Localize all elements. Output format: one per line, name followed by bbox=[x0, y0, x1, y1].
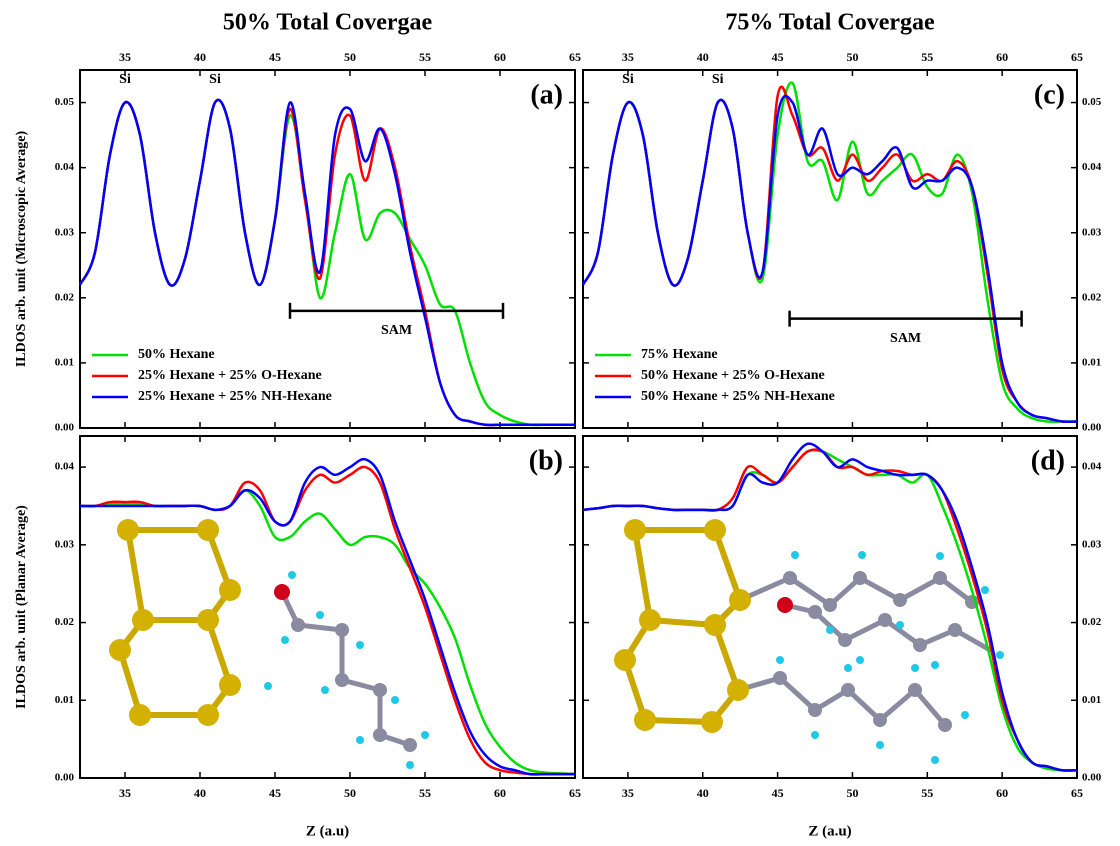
y-tick-label: 0.02 bbox=[1082, 291, 1102, 303]
y-tick-label: 0.03 bbox=[1082, 226, 1102, 238]
x-tick-label: 60 bbox=[494, 786, 506, 800]
x-tick-label: 55 bbox=[921, 786, 933, 800]
x-tick-label: 65 bbox=[569, 786, 581, 800]
figure: 50% Total Covergae 35 40 45 50 55 60 65 0.00 0.01… bbox=[0, 0, 1120, 846]
page: 50% Total Covergae 35 40 45 50 55 60 65 0.00 0.01… bbox=[0, 0, 1120, 846]
molecule-b bbox=[109, 519, 429, 769]
x-tick-label: 45 bbox=[269, 50, 281, 64]
x-tick-label: 35 bbox=[119, 786, 131, 800]
annotation: Si bbox=[622, 72, 634, 87]
panel-label: (b) bbox=[529, 445, 563, 476]
x-tick-label: 35 bbox=[622, 786, 634, 800]
y-tick-label: 0.04 bbox=[55, 461, 75, 473]
x-tick-label: 40 bbox=[194, 50, 206, 64]
x-tick-label: 65 bbox=[1071, 786, 1083, 800]
x-tick-label: 45 bbox=[772, 786, 784, 800]
legend-label: 50% Hexane + 25% NH-Hexane bbox=[641, 389, 835, 404]
y-tick-label: 0.00 bbox=[55, 772, 75, 784]
x-tick-label: 40 bbox=[194, 786, 206, 800]
x-axis-label: Z (a.u) bbox=[306, 823, 349, 839]
chart-title: 75% Total Covergae bbox=[725, 10, 935, 36]
x-tick-label: 45 bbox=[772, 50, 784, 64]
y-tick-label: 0.05 bbox=[1082, 96, 1102, 108]
y-tick-label: 0.02 bbox=[1082, 616, 1102, 628]
x-tick-label: 50 bbox=[846, 50, 858, 64]
y-tick-label: 0.00 bbox=[1082, 772, 1102, 784]
molecule-d bbox=[614, 519, 1004, 764]
x-tick-label: 35 bbox=[622, 50, 634, 64]
y-tick-label: 0.03 bbox=[55, 226, 75, 238]
y-axis-label: ILDOS arb. unit (Microscopic Average) bbox=[14, 131, 29, 368]
panel-label: (a) bbox=[530, 79, 563, 110]
y-tick-label: 0.02 bbox=[55, 291, 75, 303]
annotation: SAM bbox=[381, 323, 412, 338]
annotation: Si bbox=[209, 72, 221, 87]
x-tick-label: 55 bbox=[419, 50, 431, 64]
x-tick-label: 50 bbox=[344, 786, 356, 800]
x-tick-label: 55 bbox=[419, 786, 431, 800]
panel-label: (d) bbox=[1031, 445, 1065, 476]
y-tick-label: 0.04 bbox=[1082, 461, 1102, 473]
x-tick-label: 45 bbox=[269, 786, 281, 800]
y-tick-label: 0.04 bbox=[1082, 161, 1102, 173]
y-tick-label: 0.04 bbox=[55, 161, 75, 173]
legend-label: 75% Hexane bbox=[641, 347, 718, 362]
x-tick-label: 40 bbox=[697, 50, 709, 64]
panel-label: (c) bbox=[1034, 79, 1065, 110]
annotation: Si bbox=[712, 72, 724, 87]
chart-title: 50% Total Covergae bbox=[223, 10, 433, 36]
y-tick-label: 0.01 bbox=[1082, 356, 1101, 368]
y-tick-label: 0.01 bbox=[55, 356, 74, 368]
x-tick-label: 55 bbox=[921, 50, 933, 64]
x-tick-label: 60 bbox=[996, 50, 1008, 64]
plot-frame bbox=[80, 436, 575, 778]
y-tick-label: 0.01 bbox=[1082, 694, 1101, 706]
x-tick-label: 40 bbox=[697, 786, 709, 800]
x-tick-label: 65 bbox=[1071, 50, 1083, 64]
x-tick-label: 50 bbox=[344, 50, 356, 64]
x-axis-label: Z (a.u) bbox=[808, 823, 851, 839]
annotation: Si bbox=[119, 72, 131, 87]
x-tick-label: 60 bbox=[494, 50, 506, 64]
y-tick-label: 0.05 bbox=[55, 96, 75, 108]
x-tick-label: 65 bbox=[569, 50, 581, 64]
legend-label: 50% Hexane + 25% O-Hexane bbox=[641, 368, 825, 383]
x-tick-label: 50 bbox=[846, 786, 858, 800]
y-tick-label: 0.01 bbox=[55, 694, 74, 706]
y-tick-label: 0.00 bbox=[1082, 422, 1102, 434]
line-series bbox=[80, 459, 575, 774]
legend-label: 25% Hexane + 25% NH-Hexane bbox=[138, 389, 332, 404]
y-tick-label: 0.02 bbox=[55, 616, 75, 628]
y-tick-label: 0.00 bbox=[55, 422, 75, 434]
x-tick-label: 35 bbox=[119, 50, 131, 64]
y-tick-label: 0.03 bbox=[1082, 538, 1102, 550]
y-axis-label: ILDOS arb. unit (Planar Average) bbox=[14, 505, 29, 709]
x-tick-label: 60 bbox=[996, 786, 1008, 800]
y-tick-label: 0.03 bbox=[55, 538, 75, 550]
annotation: SAM bbox=[890, 331, 921, 346]
legend-label: 50% Hexane bbox=[138, 347, 215, 362]
legend-label: 25% Hexane + 25% O-Hexane bbox=[138, 368, 322, 383]
